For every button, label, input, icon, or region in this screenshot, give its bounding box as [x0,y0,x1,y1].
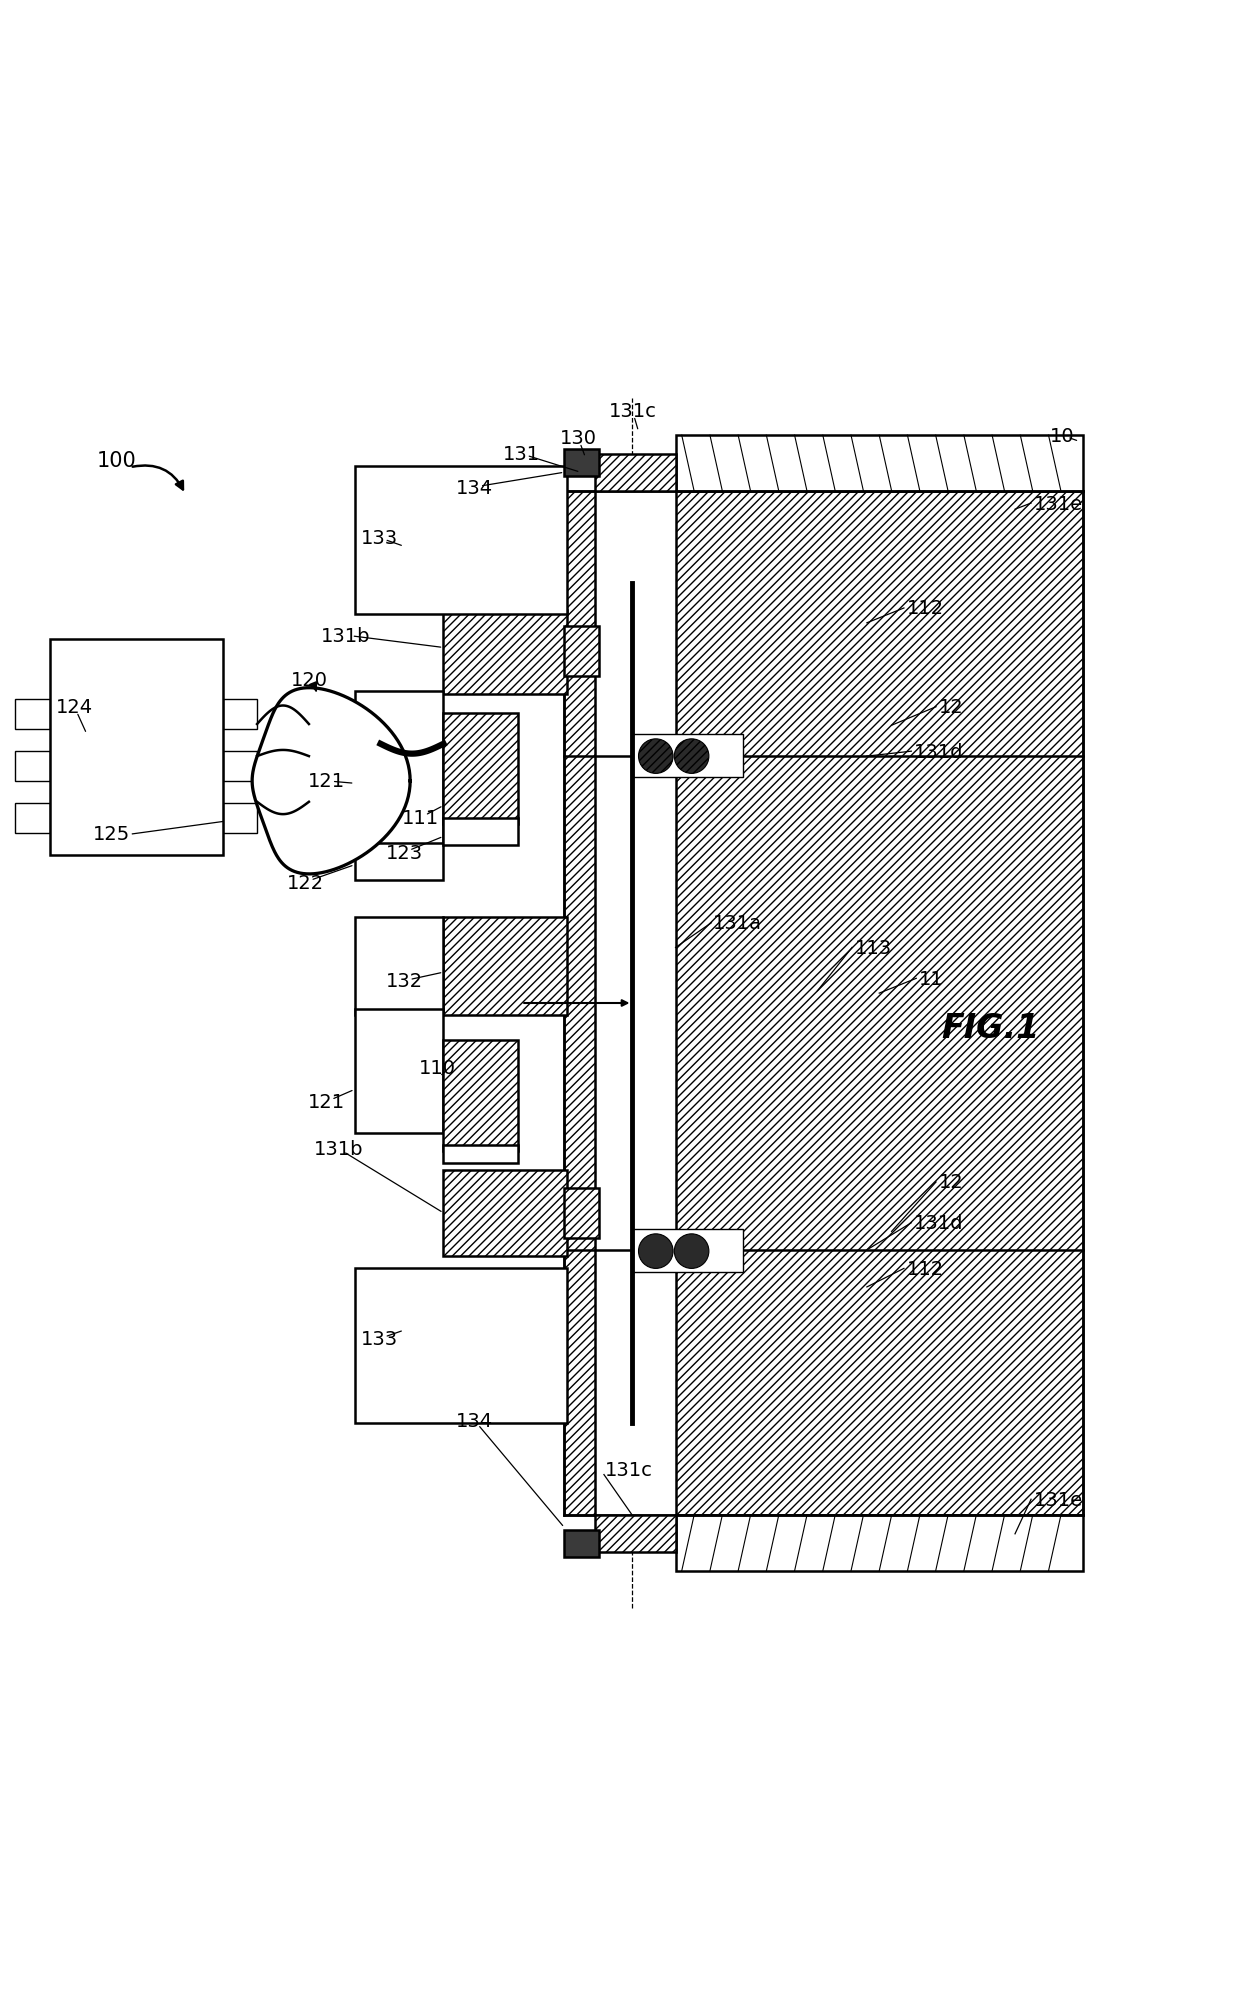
Circle shape [639,1234,673,1268]
Text: 121: 121 [308,1092,345,1112]
Text: 12: 12 [939,1172,963,1192]
Text: 131d: 131d [914,743,963,761]
Text: 110: 110 [419,1058,456,1078]
Text: 11: 11 [919,969,944,987]
Text: FIG.1: FIG.1 [941,1012,1039,1046]
Bar [355,1010,444,1134]
Bar [595,492,676,1515]
Text: 134: 134 [456,478,492,498]
Bar [595,1515,676,1553]
Bar [444,1170,567,1256]
Text: 120: 120 [290,670,327,690]
Text: 131c: 131c [605,1461,653,1479]
Bar [355,468,567,614]
Text: 133: 133 [361,530,398,548]
Circle shape [675,1234,709,1268]
Text: 10: 10 [1049,425,1074,446]
Bar [444,612,567,694]
Bar [444,1040,517,1152]
Text: 12: 12 [939,698,963,716]
Bar [564,1188,599,1238]
Text: 125: 125 [93,825,130,845]
Bar [564,626,599,676]
Bar [222,753,257,781]
Bar [676,436,1083,492]
Bar [355,917,444,1016]
Bar [444,917,567,1016]
Text: 113: 113 [854,939,892,957]
Bar [15,753,50,781]
Text: 131b: 131b [314,1140,363,1158]
Bar [15,700,50,731]
Polygon shape [252,688,410,875]
Bar [222,700,257,731]
Text: 131a: 131a [713,913,761,933]
Text: 131e: 131e [1033,1489,1083,1509]
Text: 131c: 131c [609,401,656,421]
Text: 111: 111 [402,809,439,829]
Text: 100: 100 [97,452,136,470]
Text: 130: 130 [559,429,596,448]
Text: 122: 122 [286,873,324,891]
Bar [50,640,222,855]
Text: 131e: 131e [1033,494,1083,514]
Text: 131: 131 [502,446,539,464]
Text: 112: 112 [906,600,944,618]
Bar [595,454,676,492]
Bar [222,803,257,833]
Text: 123: 123 [386,843,423,863]
Bar [355,690,444,845]
Text: 124: 124 [56,698,93,716]
Text: 132: 132 [386,971,423,991]
Text: 131d: 131d [914,1214,963,1232]
Bar [564,1531,599,1557]
Bar [564,492,1083,1515]
Bar [564,450,599,476]
Bar [632,1230,744,1272]
Bar [676,1515,1083,1571]
Text: 121: 121 [308,773,345,791]
Bar [355,843,444,881]
Bar [444,819,517,845]
Text: 133: 133 [361,1329,398,1349]
Bar [444,1146,517,1164]
Text: 131b: 131b [321,626,371,646]
Bar [15,803,50,833]
Circle shape [639,739,673,775]
Text: 112: 112 [906,1258,944,1278]
Circle shape [675,739,709,775]
Text: 134: 134 [456,1411,492,1431]
Bar [355,1268,567,1423]
Bar [444,714,517,825]
Bar [632,735,744,777]
